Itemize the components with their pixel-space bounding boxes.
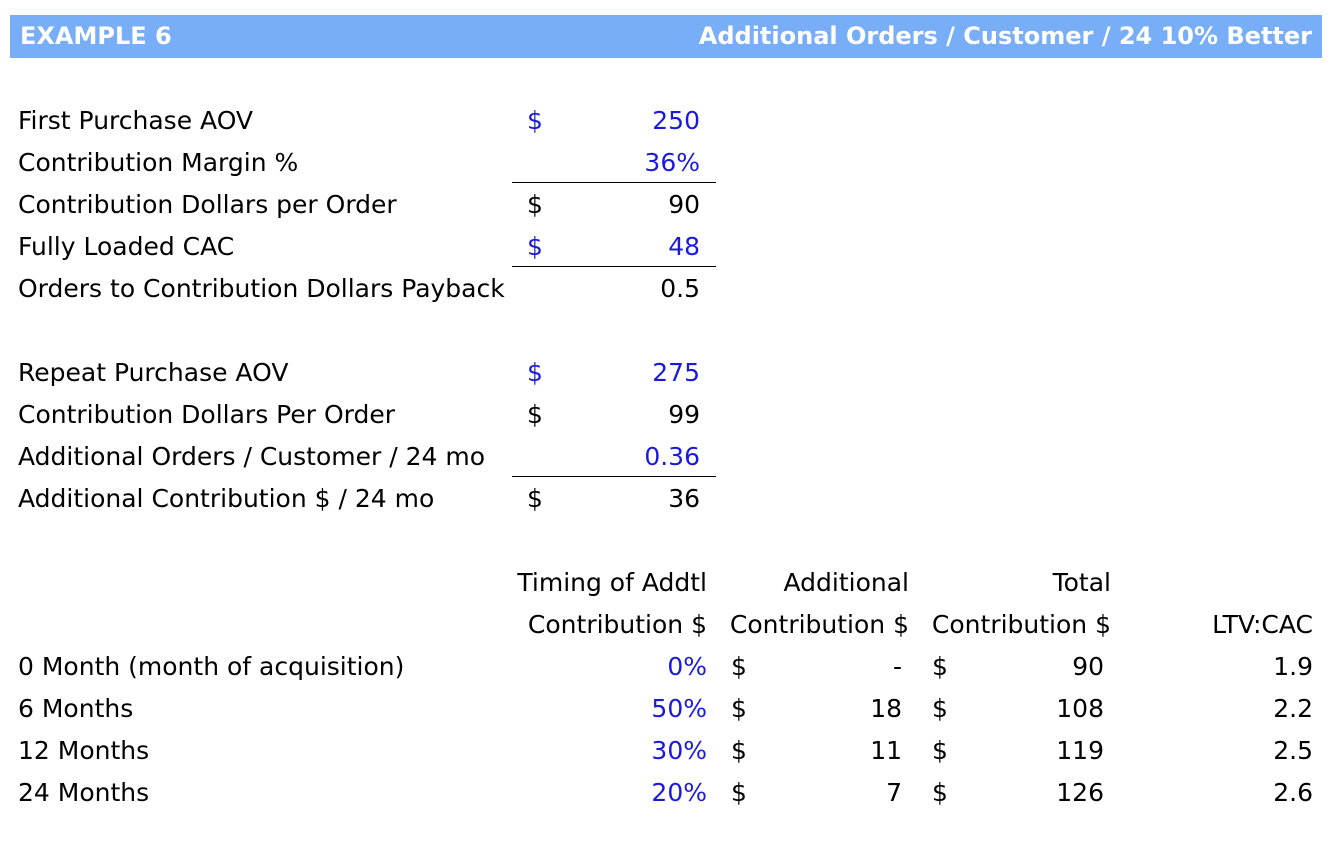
fully-loaded-cac-label: Fully Loaded CAC bbox=[18, 232, 235, 261]
additional-header-line1: Additional bbox=[783, 568, 909, 597]
ltv-cac-header: LTV:CAC bbox=[1212, 610, 1313, 639]
payback-orders-label: Orders to Contribution Dollars Payback bbox=[18, 274, 505, 303]
timing-row-additional-dollar: $ bbox=[731, 652, 747, 681]
timing-row-percent[interactable]: 0% bbox=[667, 652, 707, 681]
timing-row-total-value: 126 bbox=[1056, 778, 1104, 807]
timing-row-percent[interactable]: 50% bbox=[651, 694, 707, 723]
timing-row-ltv-cac: 2.6 bbox=[1273, 778, 1313, 807]
contribution-dollars-per-order-label: Contribution Dollars per Order bbox=[18, 190, 397, 219]
timing-row-label: 6 Months bbox=[18, 694, 134, 723]
example-subtitle: Additional Orders / Customer / 24 10% Be… bbox=[698, 22, 1312, 50]
first-purchase-aov-dollar: $ bbox=[527, 106, 543, 135]
timing-header-line2: Contribution $ bbox=[527, 610, 707, 639]
timing-row-percent[interactable]: 30% bbox=[651, 736, 707, 765]
additional-contribution-label: Additional Contribution $ / 24 mo bbox=[18, 484, 435, 513]
repeat-purchase-aov-dollar: $ bbox=[527, 358, 543, 387]
repeat-contribution-per-order-dollar: $ bbox=[527, 400, 543, 429]
timing-row-additional-value: - bbox=[892, 652, 902, 681]
total-header-line2: Contribution $ bbox=[931, 610, 1111, 639]
fully-loaded-cac-value[interactable]: 48 bbox=[668, 232, 700, 261]
contribution-margin-value[interactable]: 36% bbox=[644, 148, 700, 177]
timing-row-additional-dollar: $ bbox=[731, 694, 747, 723]
additional-orders-value[interactable]: 0.36 bbox=[644, 442, 700, 471]
timing-row-additional-value: 7 bbox=[886, 778, 902, 807]
timing-row-additional-value: 18 bbox=[870, 694, 902, 723]
underline-rule bbox=[512, 266, 716, 267]
timing-row-total-dollar: $ bbox=[932, 736, 948, 765]
repeat-contribution-per-order-value: 99 bbox=[668, 400, 700, 429]
timing-row-label: 12 Months bbox=[18, 736, 150, 765]
first-purchase-aov-value[interactable]: 250 bbox=[652, 106, 700, 135]
contribution-margin-label: Contribution Margin % bbox=[18, 148, 299, 177]
timing-row-percent[interactable]: 20% bbox=[651, 778, 707, 807]
timing-row-ltv-cac: 2.5 bbox=[1273, 736, 1313, 765]
repeat-contribution-per-order-label: Contribution Dollars Per Order bbox=[18, 400, 396, 429]
timing-row-total-dollar: $ bbox=[932, 694, 948, 723]
timing-header-line1: Timing of Addtl bbox=[517, 568, 707, 597]
timing-row-additional-dollar: $ bbox=[731, 778, 747, 807]
additional-orders-label: Additional Orders / Customer / 24 mo bbox=[18, 442, 485, 471]
underline-rule bbox=[512, 182, 716, 183]
timing-row-additional-value: 11 bbox=[870, 736, 902, 765]
contribution-dollars-per-order-dollar: $ bbox=[527, 190, 543, 219]
repeat-purchase-aov-label: Repeat Purchase AOV bbox=[18, 358, 289, 387]
additional-contribution-dollar: $ bbox=[527, 484, 543, 513]
timing-row-ltv-cac: 1.9 bbox=[1273, 652, 1313, 681]
fully-loaded-cac-dollar: $ bbox=[527, 232, 543, 261]
timing-row-total-value: 119 bbox=[1056, 736, 1104, 765]
timing-row-additional-dollar: $ bbox=[731, 736, 747, 765]
contribution-dollars-per-order-value: 90 bbox=[668, 190, 700, 219]
additional-header-line2: Contribution $ bbox=[729, 610, 909, 639]
timing-row-label: 0 Month (month of acquisition) bbox=[18, 652, 405, 681]
first-purchase-aov-label: First Purchase AOV bbox=[18, 106, 254, 135]
timing-row-total-dollar: $ bbox=[932, 778, 948, 807]
timing-row-ltv-cac: 2.2 bbox=[1273, 694, 1313, 723]
additional-contribution-value: 36 bbox=[668, 484, 700, 513]
timing-row-total-value: 90 bbox=[1072, 652, 1104, 681]
example-header: EXAMPLE 6 Additional Orders / Customer /… bbox=[10, 15, 1322, 58]
timing-row-label: 24 Months bbox=[18, 778, 150, 807]
total-header-line1: Total bbox=[1052, 568, 1111, 597]
timing-row-total-dollar: $ bbox=[932, 652, 948, 681]
repeat-purchase-aov-value[interactable]: 275 bbox=[652, 358, 700, 387]
timing-row-total-value: 108 bbox=[1056, 694, 1104, 723]
payback-orders-value: 0.5 bbox=[660, 274, 700, 303]
underline-rule bbox=[512, 476, 716, 477]
example-title: EXAMPLE 6 bbox=[20, 22, 172, 50]
